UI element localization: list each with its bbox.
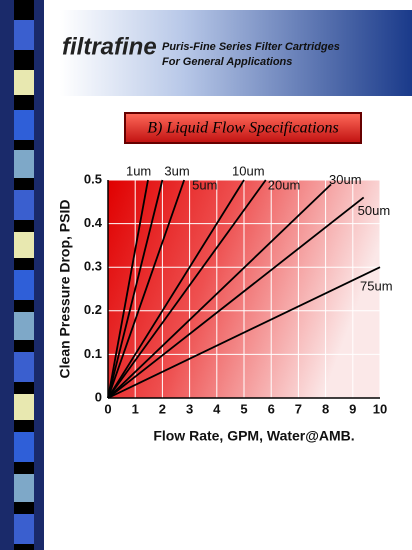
y-tick-label: 0 — [95, 389, 102, 404]
y-axis-title: Clean Pressure Drop, PSID — [57, 200, 73, 379]
series-line — [107, 179, 245, 399]
legend-label: 75um — [360, 279, 393, 294]
legend-label: 3um — [164, 163, 189, 178]
series-line — [107, 179, 186, 399]
x-tick-label: 1 — [132, 401, 139, 416]
series-line — [107, 179, 267, 399]
legend-label: 1um — [126, 163, 151, 178]
x-tick-label: 4 — [213, 401, 221, 416]
logo: filtrafine — [62, 33, 157, 60]
x-tick-label: 3 — [186, 401, 193, 416]
series-line — [107, 196, 365, 399]
legend-label: 20um — [268, 177, 301, 192]
series-line — [107, 179, 164, 399]
legend-label: 10um — [232, 163, 265, 178]
title-box — [124, 112, 362, 144]
y-tick-label: 0.1 — [84, 346, 102, 361]
series-line — [107, 183, 332, 399]
header-line: Puris-Fine Series Filter Cartridges — [162, 41, 340, 53]
legend-label: 30um — [329, 172, 362, 187]
x-tick-label: 7 — [295, 401, 302, 416]
x-tick-label: 10 — [373, 401, 387, 416]
y-tick-label: 0.2 — [84, 302, 102, 317]
y-tick-label: 0.4 — [84, 215, 103, 230]
header-line: For General Applications — [162, 56, 292, 68]
x-tick-label: 0 — [104, 401, 111, 416]
series-line — [107, 179, 149, 399]
chart-title: B) Liquid Flow Specifications — [147, 120, 339, 137]
y-tick-label: 0.5 — [84, 171, 102, 186]
x-tick-label: 2 — [159, 401, 166, 416]
legend-label: 50um — [358, 203, 391, 218]
x-tick-label: 6 — [268, 401, 275, 416]
x-tick-label: 9 — [349, 401, 356, 416]
x-tick-label: 8 — [322, 401, 329, 416]
side-strip — [0, 0, 44, 550]
x-axis-title: Flow Rate, GPM, Water@AMB. — [153, 428, 354, 444]
y-tick-label: 0.3 — [84, 259, 102, 274]
header-band — [60, 10, 412, 96]
legend-label: 5um — [192, 177, 217, 192]
x-tick-label: 5 — [240, 401, 247, 416]
series-line — [107, 266, 381, 399]
